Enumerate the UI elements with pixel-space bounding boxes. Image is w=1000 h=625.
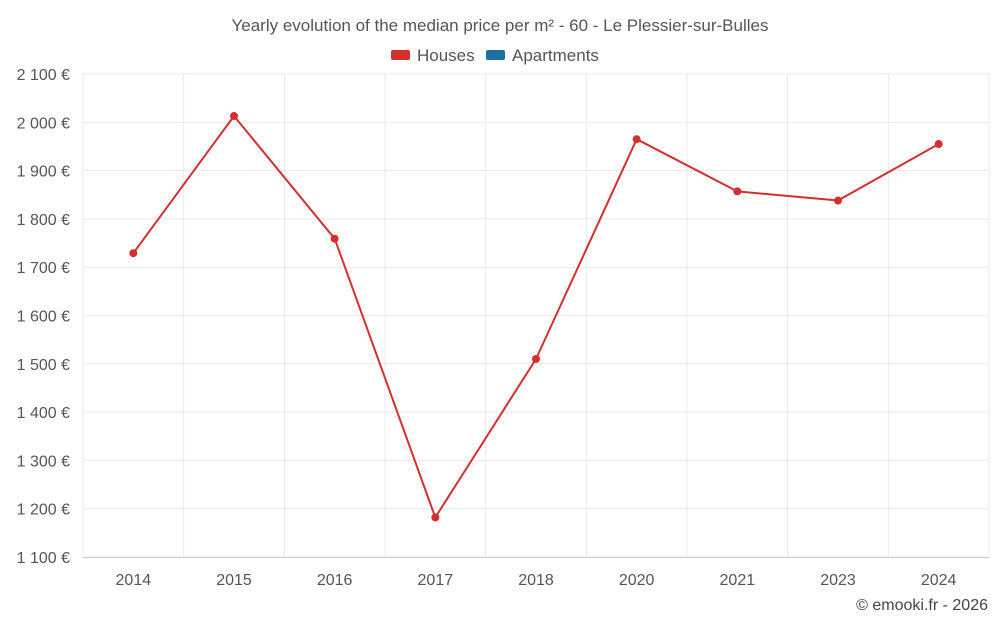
y-tick-label: 2 100 € bbox=[17, 67, 70, 84]
legend-label-houses[interactable]: Houses bbox=[417, 46, 475, 65]
x-tick-label: 2017 bbox=[418, 572, 454, 589]
data-point[interactable] bbox=[632, 135, 641, 144]
series-houses bbox=[129, 112, 943, 522]
y-tick-label: 1 200 € bbox=[17, 502, 70, 519]
credit-text: © emooki.fr - 2026 bbox=[856, 597, 988, 614]
data-point[interactable] bbox=[230, 112, 238, 121]
legend-swatch-houses[interactable] bbox=[391, 50, 410, 60]
x-tick-label: 2020 bbox=[619, 572, 655, 589]
data-point[interactable] bbox=[129, 249, 138, 258]
data-point[interactable] bbox=[934, 140, 943, 149]
y-tick-label: 1 100 € bbox=[17, 550, 70, 567]
y-tick-label: 1 800 € bbox=[17, 212, 70, 229]
y-tick-label: 2 000 € bbox=[17, 115, 70, 132]
y-tick-label: 1 600 € bbox=[17, 309, 70, 326]
x-tick-label: 2024 bbox=[921, 572, 957, 589]
x-axis-ticks: 2014 2015 2016 2017 2018 2020 2021 2023 2024 bbox=[116, 572, 957, 589]
data-point[interactable] bbox=[834, 196, 842, 205]
data-point[interactable] bbox=[733, 187, 742, 196]
series-line-houses bbox=[132, 115, 940, 519]
legend-swatch-apartments[interactable] bbox=[486, 50, 505, 60]
y-axis-ticks: 1 100 € 1 200 € 1 300 € 1 400 € 1 500 € 1 600… bbox=[17, 67, 70, 567]
data-point[interactable] bbox=[431, 513, 440, 522]
x-tick-label: 2014 bbox=[116, 572, 152, 589]
x-tick-label: 2016 bbox=[317, 572, 353, 589]
x-gridlines bbox=[82, 74, 990, 557]
y-tick-label: 1 700 € bbox=[17, 260, 70, 277]
data-point[interactable] bbox=[532, 354, 540, 363]
y-tick-label: 1 900 € bbox=[17, 164, 70, 181]
x-tick-label: 2015 bbox=[216, 572, 252, 589]
legend: Houses Apartments bbox=[391, 46, 599, 65]
x-tick-label: 2023 bbox=[820, 572, 856, 589]
chart-title: Yearly evolution of the median price per… bbox=[231, 16, 768, 35]
y-gridlines bbox=[83, 73, 989, 558]
y-tick-label: 1 400 € bbox=[17, 405, 70, 422]
x-tick-label: 2018 bbox=[518, 572, 554, 589]
y-tick-label: 1 500 € bbox=[17, 357, 70, 374]
data-point[interactable] bbox=[330, 234, 339, 243]
legend-label-apartments[interactable]: Apartments bbox=[512, 46, 599, 65]
x-tick-label: 2021 bbox=[720, 572, 756, 589]
y-tick-label: 1 300 € bbox=[17, 453, 70, 470]
